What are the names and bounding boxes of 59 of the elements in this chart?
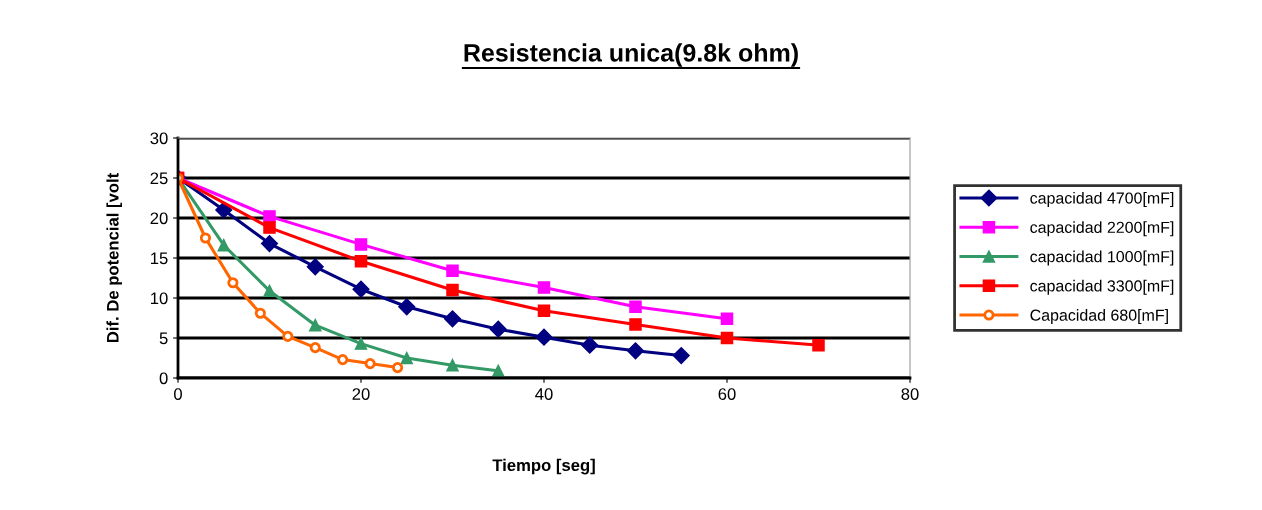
point [812,338,825,352]
point [306,258,324,276]
y-tick-label: 30 [150,132,168,145]
y-tick-label: 5 [159,332,168,345]
point [581,336,599,354]
point [263,284,276,298]
x-tick-label: 60 [718,388,736,400]
point [263,210,276,223]
point [537,281,551,294]
point [254,307,266,319]
point [446,283,459,297]
chart-title: Resistencia unica(9.8k ohm) [464,43,798,67]
x-tick-label: 40 [535,388,553,400]
legend-label: capacidad 3300[mF] [1030,279,1174,295]
point [217,238,231,252]
point [489,320,507,338]
y-axis-title: Dif. De potencial [volt [106,173,122,343]
y-tick-label: 10 [151,292,168,305]
point [309,342,321,354]
point [629,300,642,314]
point [260,235,279,253]
point [720,312,734,326]
point [364,358,376,370]
legend-label: capacidad 4700[mF] [1030,192,1174,207]
point [199,232,212,244]
point [626,342,645,360]
point [629,318,642,331]
point [308,318,322,332]
point [282,330,294,342]
point [354,238,368,251]
point [672,347,690,365]
point [352,280,370,298]
point [443,310,462,328]
point [337,354,349,366]
legend-label: capacidad 2200[mF] [1030,221,1174,237]
point [227,277,239,289]
y-tick-label: 0 [159,372,168,385]
point [354,337,368,350]
point [446,358,459,372]
point [398,298,416,316]
x-tick-label: 20 [352,388,370,400]
legend-label: Capacidad 680[mF] [1030,309,1168,324]
point [446,264,459,278]
point [392,362,404,374]
x-tick-label: 80 [901,388,919,400]
y-tick-label: 25 [150,172,168,185]
x-tick-label: 0 [174,388,182,400]
point [263,221,276,234]
point [354,254,368,268]
y-tick-label: 20 [150,212,168,225]
point [491,364,505,378]
point [400,351,414,365]
point [537,304,551,318]
legend-label: capacidad 1000[mF] [1030,250,1174,266]
x-axis-title: Tiempo [seg] [492,458,595,475]
point [215,201,233,219]
point [720,331,734,345]
y-tick-label: 15 [151,252,168,265]
point [535,328,553,346]
